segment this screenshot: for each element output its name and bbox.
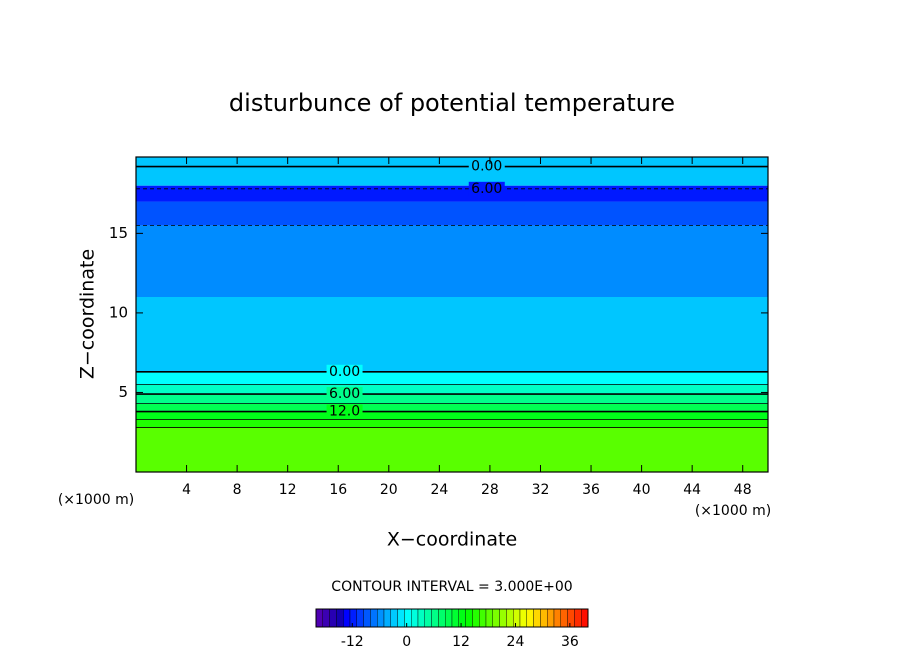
colorbar-cell	[417, 608, 426, 628]
band	[136, 427, 768, 472]
colorbar-cell	[485, 608, 494, 628]
colorbar-tick-label: 12	[452, 634, 470, 650]
colorbar-cell	[397, 608, 405, 628]
colorbar-cell	[404, 608, 412, 628]
contour-label: 6.00	[329, 386, 360, 402]
colorbar-cell	[349, 608, 358, 628]
colorbar-cell	[465, 608, 473, 628]
band	[136, 297, 768, 372]
contour-label-bg	[468, 159, 505, 174]
colorbar-cell	[479, 608, 487, 628]
contour-label: 0.00	[471, 159, 502, 175]
x-tick-label: 44	[683, 482, 701, 498]
colorbar-cell	[553, 608, 561, 628]
colorbar-cell	[472, 608, 480, 628]
colorbar-cell	[540, 608, 548, 628]
colorbar-cell	[445, 608, 453, 628]
band	[136, 419, 768, 428]
x-tick-label: 8	[233, 482, 242, 498]
band	[136, 394, 768, 404]
colorbar-cell	[438, 608, 446, 628]
x-tick-label: 16	[329, 482, 347, 498]
y-axis-label: Z−coordinate	[77, 249, 99, 379]
colorbar-cell	[329, 608, 337, 628]
colorbar-tick-label: -12	[341, 634, 364, 650]
y-tick-label: 5	[118, 383, 128, 401]
contour-label-bg	[326, 364, 363, 379]
contour-label: 12.0	[329, 404, 360, 420]
colorbar-cell	[370, 608, 378, 628]
colorbar-cell	[315, 608, 324, 628]
band	[136, 201, 768, 226]
colorbar-cell	[567, 608, 575, 628]
x-tick-label: 28	[481, 482, 499, 498]
x-tick-label: 36	[582, 482, 600, 498]
colorbar-tick-label: 36	[561, 634, 579, 650]
colorbar-cell	[519, 608, 527, 628]
colorbar-cell	[533, 608, 541, 628]
chart-title: disturbunce of potential temperature	[229, 89, 675, 117]
colorbar-cell	[499, 608, 507, 628]
band	[136, 185, 768, 202]
colorbar-cell	[343, 608, 351, 628]
x-tick-label: 32	[532, 482, 550, 498]
colorbar-cell	[377, 608, 385, 628]
colorbar-cell	[581, 608, 589, 628]
colorbar-cell	[356, 608, 364, 628]
x-tick-label: 12	[279, 482, 297, 498]
colorbar-cell	[513, 608, 521, 628]
colorbar-cell	[574, 608, 582, 628]
x-tick-label: 20	[380, 482, 398, 498]
x-tick-label: 4	[182, 482, 191, 498]
x-tick-label: 24	[430, 482, 448, 498]
colorbar-cell	[431, 608, 439, 628]
colorbar-cell	[526, 608, 534, 628]
y-tick-label: 15	[109, 224, 128, 242]
band	[136, 384, 768, 395]
x-tick-label: 40	[633, 482, 651, 498]
colorbar-tick-label: 24	[507, 634, 525, 650]
x-unit: (×1000 m)	[58, 492, 134, 508]
colorbar-frame	[315, 608, 589, 628]
y-tick-label: 10	[109, 303, 128, 321]
plot-frame	[135, 156, 769, 473]
band	[136, 411, 768, 420]
colorbar-cell	[390, 608, 398, 628]
colorbar-cell	[383, 608, 392, 628]
contour-label-bg	[326, 404, 363, 419]
contour-label-bg	[326, 387, 363, 402]
band	[136, 225, 768, 297]
contour-label: 0.00	[329, 364, 360, 380]
colorbar-cell	[424, 608, 432, 628]
colorbar-cell	[506, 608, 514, 628]
colorbar-cell	[560, 608, 568, 628]
contour-interval: CONTOUR INTERVAL = 3.000E+00	[331, 579, 572, 595]
colorbar-tick-label: 0	[402, 634, 411, 650]
contour-label-bg	[468, 181, 505, 196]
x-tick-label: 48	[734, 482, 752, 498]
band	[136, 403, 768, 412]
contour-label: 6.00	[471, 181, 502, 197]
colorbar-cell	[411, 608, 419, 628]
colorbar-cell	[336, 608, 344, 628]
band	[136, 371, 768, 385]
colorbar-cell	[363, 608, 371, 628]
x-unit: (×1000 m)	[695, 503, 771, 519]
x-axis-label: X−coordinate	[387, 529, 517, 551]
band	[136, 157, 768, 186]
colorbar-cell	[458, 608, 466, 628]
colorbar-cell	[547, 608, 555, 628]
colorbar-cell	[492, 608, 500, 628]
colorbar-cell	[451, 608, 460, 628]
colorbar-cell	[322, 608, 330, 628]
